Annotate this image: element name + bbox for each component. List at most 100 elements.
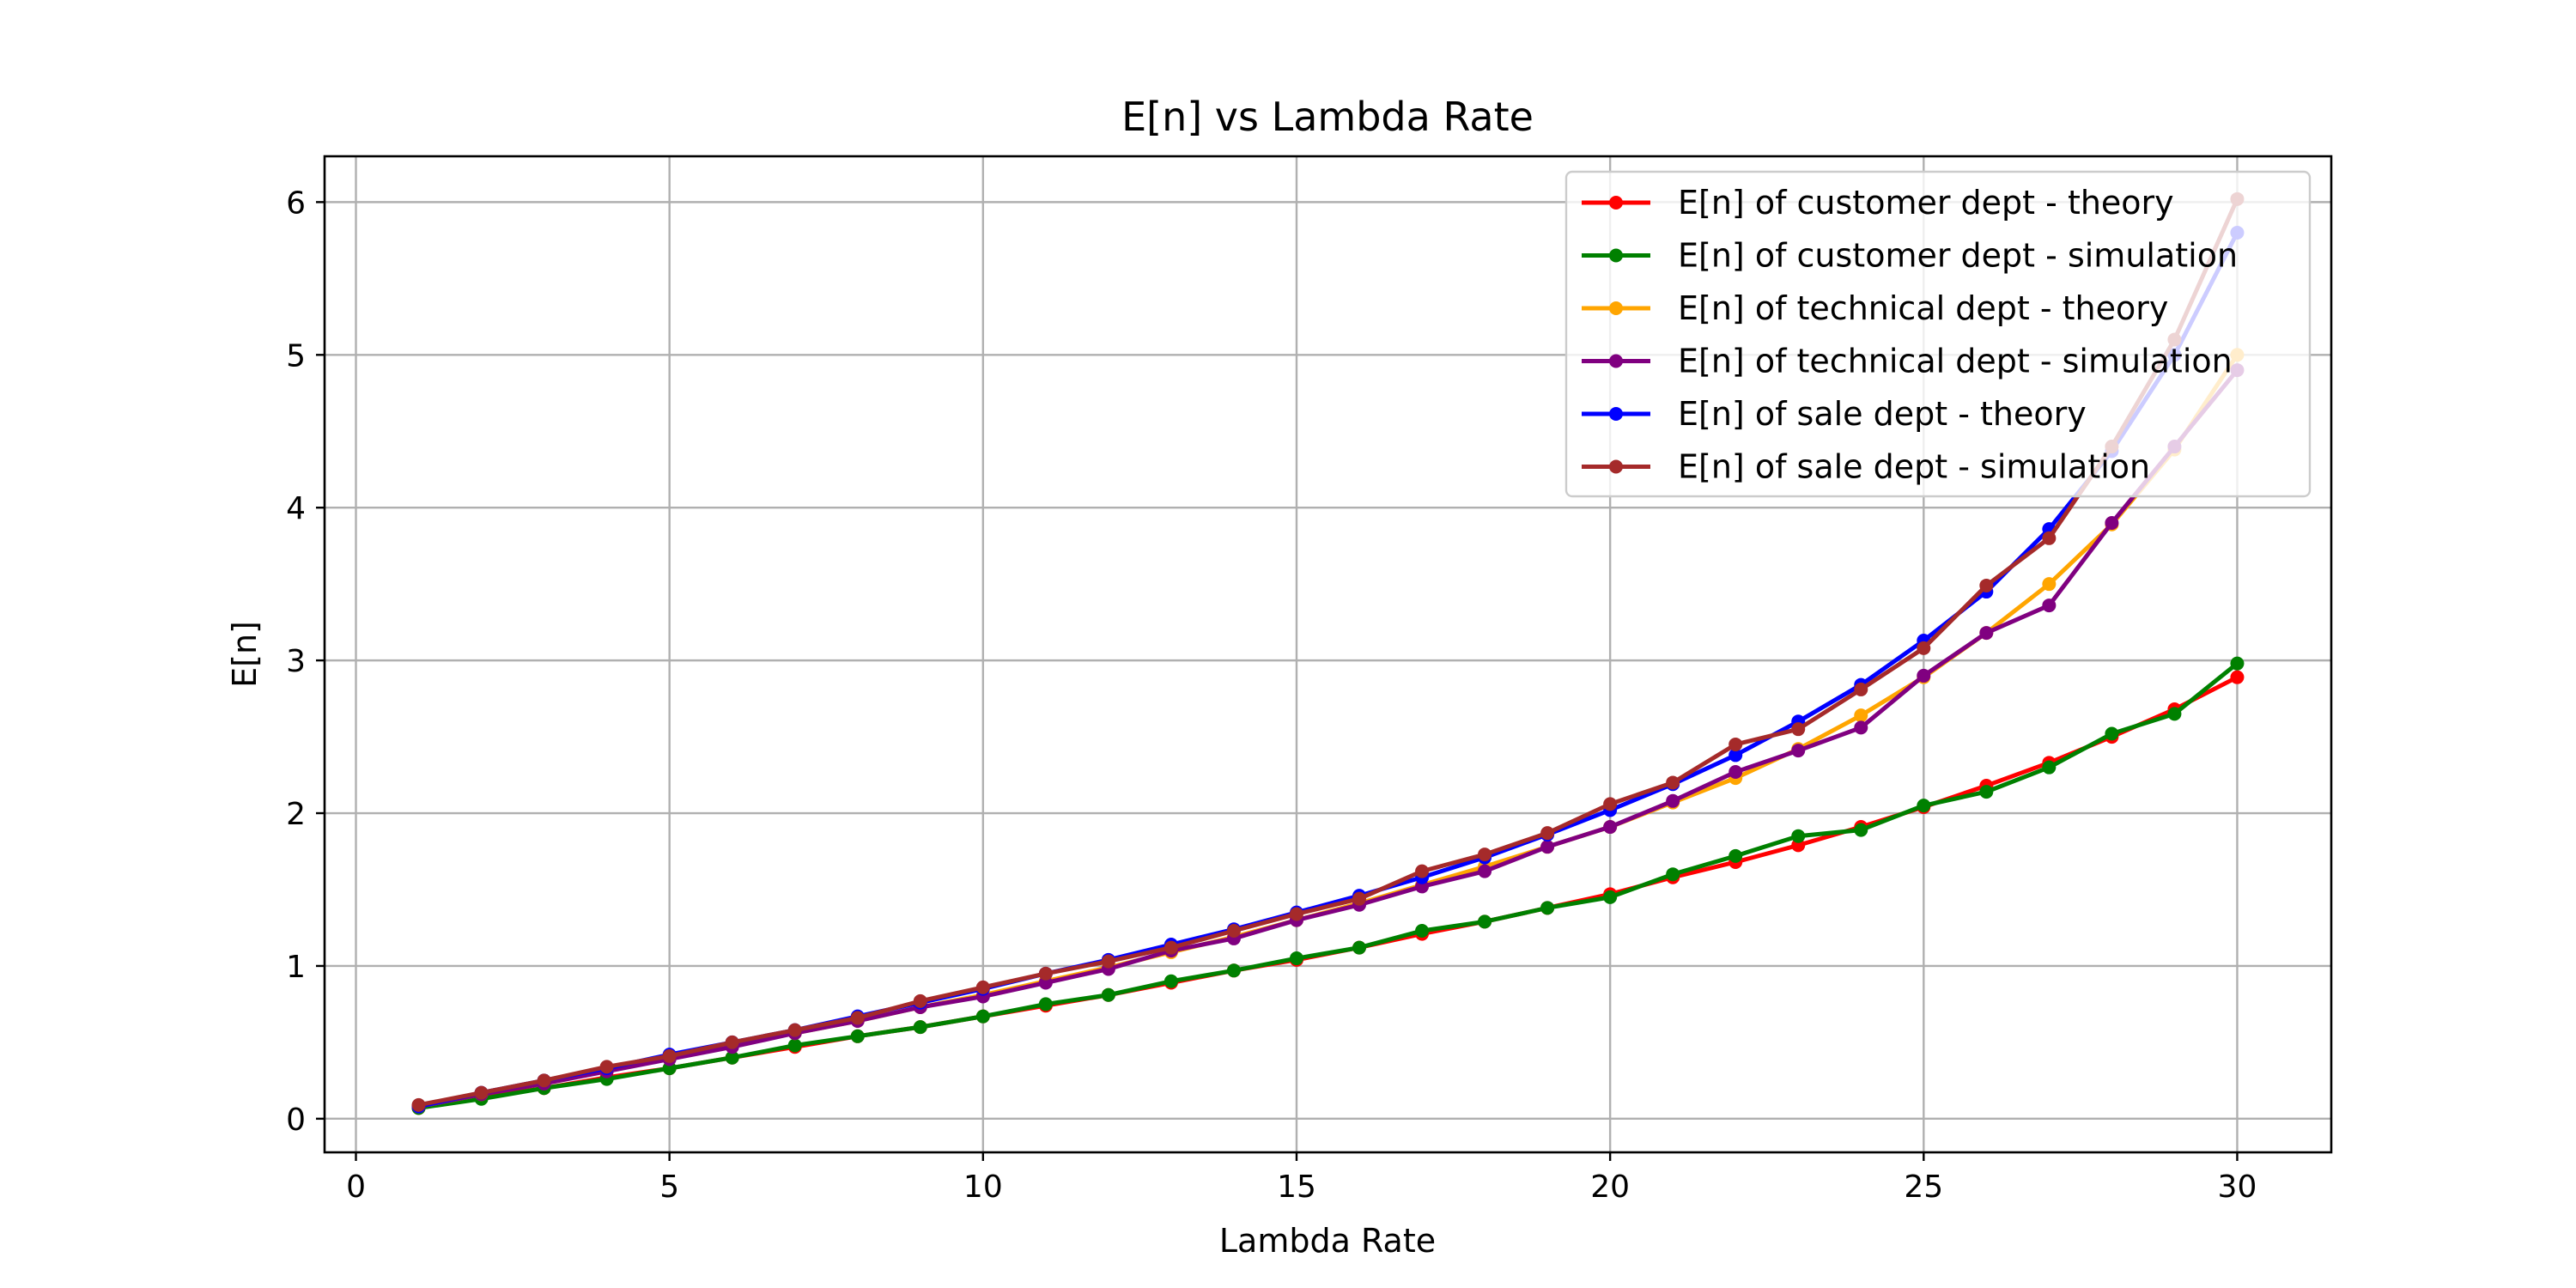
- data-point-1-16: [1415, 924, 1430, 939]
- data-point-5-0: [411, 1097, 426, 1112]
- data-point-5-20: [1666, 775, 1680, 790]
- legend-marker-4: [1609, 407, 1623, 421]
- series-line-3: [418, 368, 2239, 1109]
- legend-label-4: E[n] of sale dept - theory: [1678, 395, 2087, 433]
- data-point-5-15: [1352, 891, 1367, 906]
- x-axis-label: Lambda Rate: [1219, 1222, 1436, 1260]
- axis-ticks: 0 5 10 15 20 25 30 0 1 2 3 4 5 6: [286, 185, 2257, 1205]
- data-point-5-24: [1917, 641, 1931, 655]
- data-point-1-20: [1666, 867, 1680, 882]
- data-point-3-26: [2042, 598, 2057, 613]
- data-point-1-5: [725, 1050, 739, 1065]
- data-point-5-25: [1979, 578, 1994, 592]
- data-point-5-8: [913, 993, 927, 1008]
- data-point-1-21: [1728, 848, 1743, 863]
- data-point-5-11: [1101, 954, 1115, 969]
- data-point-3-17: [1478, 864, 1492, 878]
- legend-label-5: E[n] of sale dept - simulation: [1678, 448, 2150, 486]
- legend-label-0: E[n] of customer dept - theory: [1678, 184, 2174, 222]
- grid: [325, 156, 2331, 1152]
- data-point-1-19: [1603, 890, 1618, 904]
- x-tick-label-5: 25: [1904, 1170, 1943, 1205]
- data-point-1-17: [1478, 914, 1492, 929]
- x-tick-label-1: 5: [659, 1170, 679, 1205]
- y-tick-label-5: 5: [286, 338, 306, 374]
- data-point-1-26: [2042, 760, 2057, 775]
- series-line-5: [418, 197, 2239, 1108]
- data-point-5-19: [1603, 797, 1618, 811]
- data-point-5-10: [1038, 966, 1053, 981]
- data-point-3-19: [1603, 820, 1618, 835]
- data-point-3-23: [1854, 720, 1868, 735]
- legend-marker-5: [1609, 459, 1623, 474]
- data-point-5-12: [1163, 940, 1178, 955]
- data-point-1-25: [1979, 785, 1994, 799]
- x-tick-label-0: 0: [346, 1170, 366, 1205]
- legend-label-3: E[n] of technical dept - simulation: [1678, 343, 2233, 380]
- series-layer: [411, 191, 2245, 1115]
- x-tick-label-3: 15: [1277, 1170, 1316, 1205]
- data-point-1-29: [2230, 656, 2245, 671]
- data-point-1-14: [1289, 951, 1303, 966]
- data-point-5-26: [2042, 531, 2057, 545]
- data-point-5-4: [662, 1048, 677, 1063]
- data-point-2-26: [2042, 577, 2057, 592]
- data-point-5-6: [787, 1023, 802, 1037]
- data-point-5-17: [1478, 848, 1492, 862]
- data-point-5-13: [1226, 924, 1241, 939]
- legend-marker-2: [1609, 301, 1623, 315]
- data-point-1-6: [787, 1038, 802, 1053]
- y-tick-label-6: 6: [286, 185, 306, 221]
- data-point-1-23: [1854, 823, 1868, 837]
- data-point-5-23: [1854, 682, 1868, 696]
- data-point-1-10: [1038, 997, 1053, 1012]
- data-point-3-22: [1791, 744, 1806, 758]
- data-point-5-9: [975, 980, 990, 994]
- y-tick-label-3: 3: [286, 644, 306, 679]
- data-point-5-5: [725, 1035, 739, 1049]
- data-point-1-9: [975, 1009, 990, 1024]
- y-tick-label-2: 2: [286, 797, 306, 832]
- data-point-3-24: [1917, 668, 1931, 683]
- y-tick-label-1: 1: [286, 950, 306, 985]
- legend-box: [1564, 170, 2312, 498]
- data-point-5-1: [474, 1085, 489, 1100]
- data-point-3-25: [1979, 626, 1994, 641]
- data-point-1-18: [1540, 901, 1555, 915]
- data-point-5-3: [599, 1060, 614, 1074]
- legend-marker-1: [1609, 248, 1623, 263]
- data-point-3-20: [1666, 793, 1680, 808]
- data-point-5-14: [1289, 907, 1303, 921]
- data-point-3-21: [1728, 764, 1743, 779]
- data-point-5-22: [1791, 722, 1806, 737]
- data-point-5-21: [1728, 737, 1743, 751]
- data-point-3-18: [1540, 840, 1555, 854]
- x-tick-label-2: 10: [963, 1170, 1003, 1205]
- data-point-1-27: [2105, 726, 2119, 741]
- data-point-1-22: [1791, 829, 1806, 843]
- data-point-5-16: [1415, 864, 1430, 878]
- data-point-3-27: [2105, 515, 2119, 530]
- legend-marker-3: [1609, 354, 1623, 368]
- data-point-2-23: [1854, 708, 1868, 723]
- series-line-1: [418, 661, 2239, 1110]
- chart-title: E[n] vs Lambda Rate: [1121, 94, 1534, 140]
- data-point-1-8: [913, 1020, 927, 1035]
- data-point-0-29: [2230, 670, 2245, 684]
- x-tick-label-4: 20: [1590, 1170, 1630, 1205]
- data-point-1-12: [1163, 974, 1178, 988]
- legend: E[n] of customer dept - theory E[n] of cu…: [1564, 170, 2312, 498]
- data-point-5-2: [537, 1073, 551, 1088]
- data-point-1-13: [1226, 963, 1241, 978]
- data-point-1-7: [850, 1029, 865, 1043]
- y-axis-label: E[n]: [226, 621, 264, 688]
- y-tick-label-4: 4: [286, 491, 306, 526]
- data-point-1-15: [1352, 940, 1367, 955]
- x-tick-label-6: 30: [2218, 1170, 2257, 1205]
- data-point-1-28: [2167, 707, 2182, 721]
- y-tick-label-0: 0: [286, 1103, 306, 1138]
- legend-label-2: E[n] of technical dept - theory: [1678, 289, 2168, 327]
- legend-label-1: E[n] of customer dept - simulation: [1678, 237, 2238, 275]
- plot-frame: [323, 155, 2333, 1154]
